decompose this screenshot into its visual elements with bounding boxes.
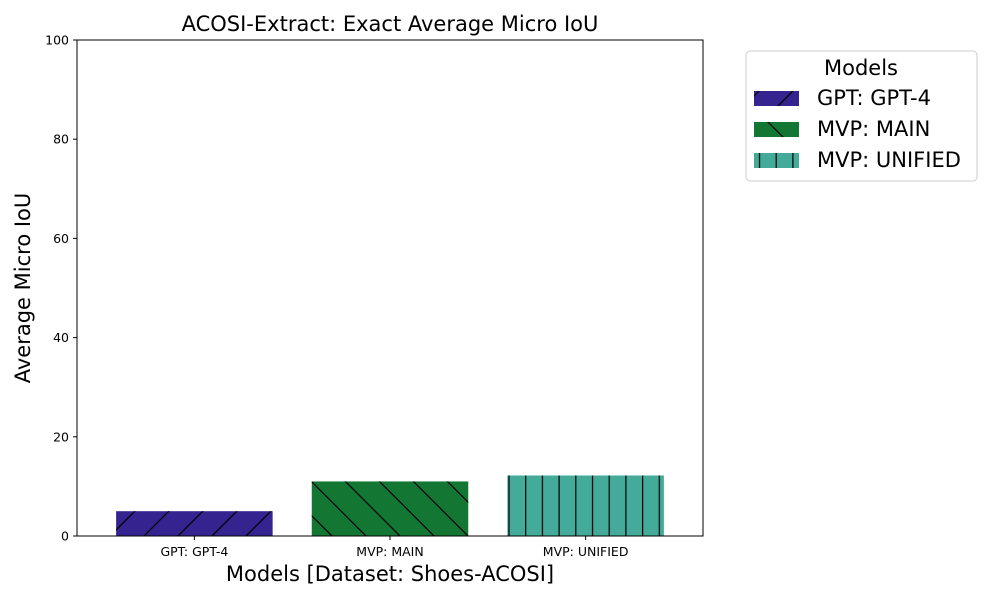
x-axis-label: Models [Dataset: Shoes-ACOSI] [226,562,554,586]
x-axis-ticks: GPT: GPT-4 MVP: MAIN MVP: UNIFIED [160,536,628,559]
legend-label: GPT: GPT-4 [817,86,931,110]
legend-entry: MVP: UNIFIED [754,148,961,172]
bar [311,481,469,536]
y-axis-label: Average Micro IoU [11,193,35,384]
y-tick-label: 100 [45,33,69,48]
bars [116,475,664,536]
x-tick-label: GPT: GPT-4 [160,544,228,559]
legend-entries: GPT: GPT-4 MVP: MAIN MVP: UNIFIED [754,86,961,172]
bar-hatch [311,481,469,536]
legend-entry: MVP: MAIN [754,117,930,141]
y-tick-label: 60 [53,231,69,246]
y-tick-label: 80 [53,132,69,147]
chart-title: ACOSI-Extract: Exact Average Micro IoU [182,12,599,36]
legend-swatch-hatch [754,122,799,137]
legend-title: Models [824,56,898,80]
legend: Models GPT: GPT-4 MVP: MAIN MVP: UNIFIED [745,50,978,182]
bar [116,511,273,536]
y-tick-label: 40 [53,330,69,345]
bar-hatch [116,511,273,536]
y-tick-label: 20 [53,429,69,444]
x-tick-label: MVP: MAIN [356,544,423,559]
legend-entry: GPT: GPT-4 [754,86,931,110]
legend-frame [745,50,978,182]
legend-swatch-hatch [754,91,799,106]
x-tick-label: MVP: UNIFIED [543,544,629,559]
y-axis-ticks: 0 20 40 60 80 100 [45,33,77,544]
plot-frame [76,39,704,537]
bar-hatch [507,475,664,536]
legend-label: MVP: UNIFIED [817,148,961,172]
legend-label: MVP: MAIN [817,117,930,141]
legend-swatch-hatch [754,153,799,168]
bar [507,475,664,536]
y-tick-label: 0 [61,529,69,544]
